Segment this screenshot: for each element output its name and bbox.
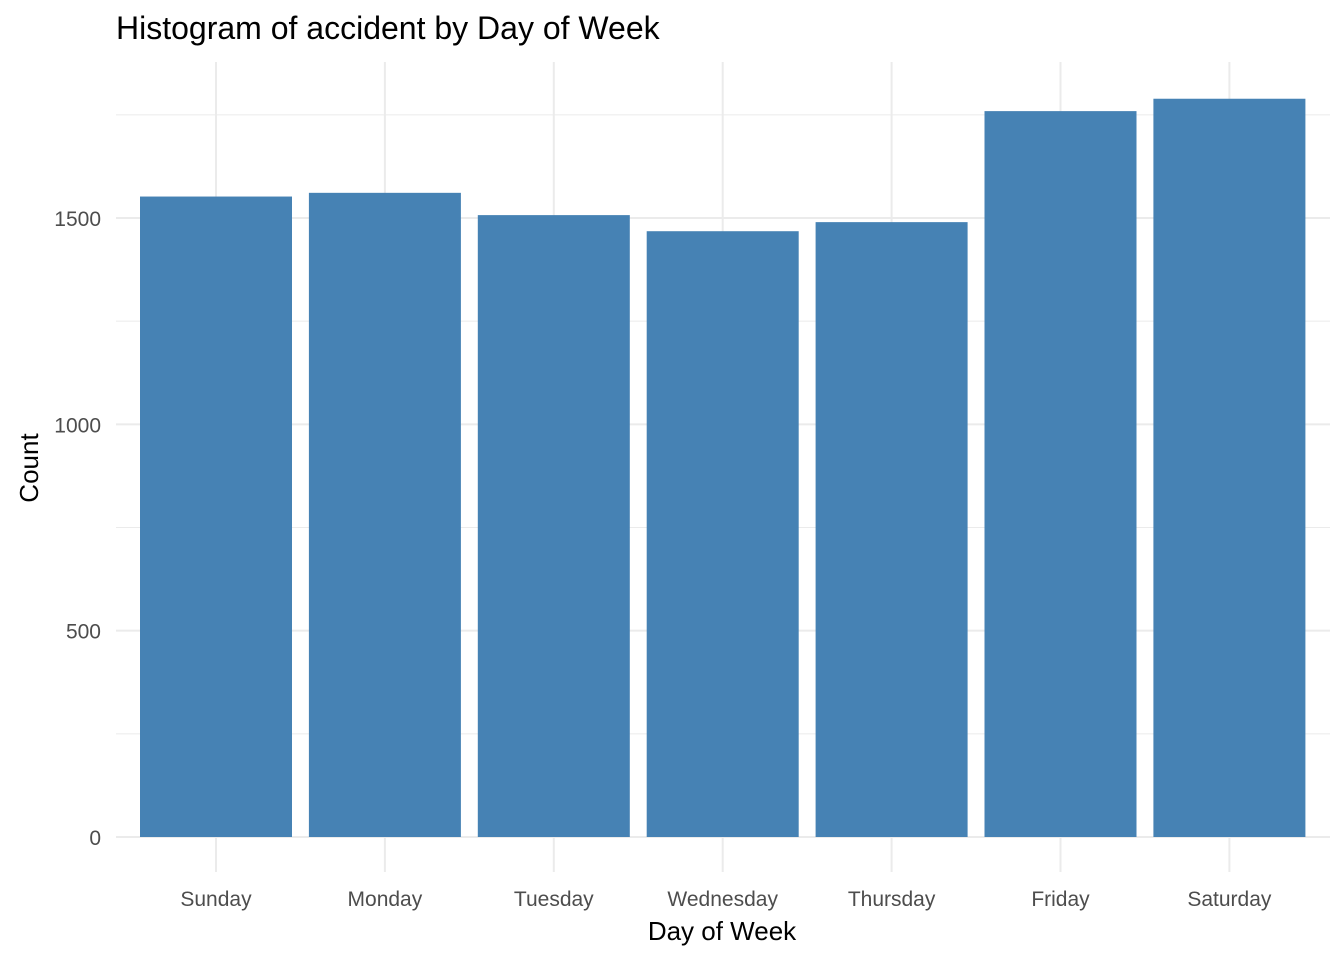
y-tick-label: 0 (89, 827, 101, 850)
x-tick-label: Wednesday (667, 888, 778, 911)
y-tick-label: 1000 (54, 414, 101, 437)
y-tick-label: 1500 (54, 208, 101, 231)
y-tick-label: 500 (66, 621, 101, 644)
x-tick-label: Monday (348, 888, 423, 911)
bar-saturday (1153, 98, 1306, 838)
bar-tuesday (477, 215, 630, 837)
chart-title: Histogram of accident by Day of Week (116, 10, 660, 46)
x-tick-label: Saturday (1187, 888, 1272, 911)
x-tick-label: Thursday (848, 888, 936, 911)
x-tick-label: Friday (1031, 888, 1090, 911)
x-tick-label: Tuesday (514, 888, 594, 911)
bar-sunday (140, 196, 292, 838)
bar-thursday (815, 222, 968, 838)
bar-friday (984, 111, 1137, 838)
bar-wednesday (646, 231, 799, 838)
x-axis-title: Day of Week (648, 916, 797, 946)
x-tick-label: Sunday (180, 888, 252, 911)
y-axis-title: Count (14, 433, 44, 503)
bar-monday (308, 192, 461, 837)
